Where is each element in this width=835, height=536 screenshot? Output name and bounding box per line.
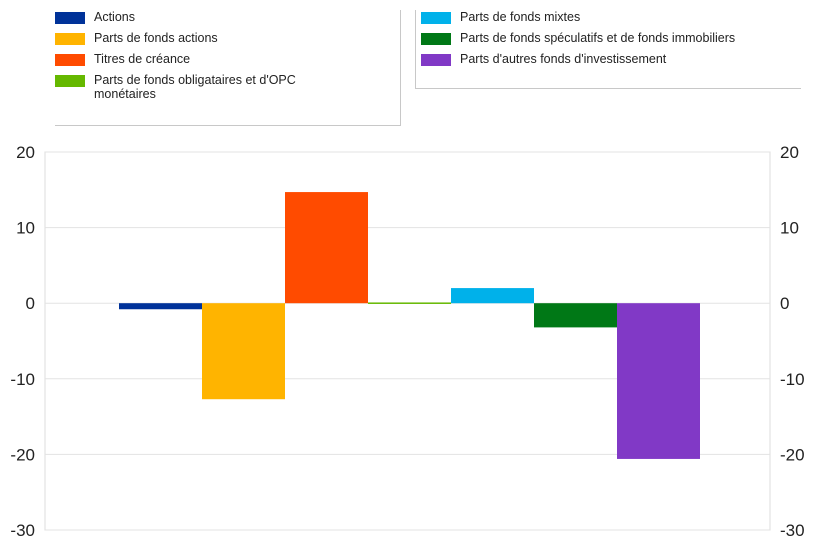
y-axis-right: 20 10 0 -10 -20 -30 [780, 143, 805, 536]
legend-swatch-parts-de-fonds-obligataires [55, 75, 85, 87]
bar-4 [451, 288, 534, 304]
y-tick-label-left: -30 [10, 521, 35, 536]
y-tick-label-right: -10 [780, 370, 805, 389]
legend-label-parts-de-fonds-obligataires: Parts de fonds obligataires et d'OPC mon… [94, 73, 296, 101]
bar-2 [285, 192, 368, 304]
legend-swatch-titres-de-creance [55, 54, 85, 66]
y-tick-label-right: 10 [780, 219, 799, 238]
legend-label-parts-de-fonds-speculatifs: Parts de fonds spéculatifs et de fonds i… [460, 31, 736, 45]
bar-0 [119, 303, 202, 310]
y-tick-label-right: -20 [780, 445, 805, 464]
legend-swatch-parts-de-fonds-mixtes [421, 12, 451, 24]
y-tick-label-left: 0 [26, 294, 35, 313]
bar-6 [617, 303, 700, 459]
legend-item-parts-de-fonds-obligataires: Parts de fonds obligataires et d'OPC mon… [55, 73, 400, 107]
legend-swatch-parts-de-fonds-actions [55, 33, 85, 45]
legend-label-titres-de-creance: Titres de créance [94, 52, 191, 66]
bars [119, 192, 700, 459]
y-tick-label-right: 20 [780, 143, 799, 162]
legend-swatch-actions [55, 12, 85, 24]
legend-label-parts-de-fonds-mixtes: Parts de fonds mixtes [460, 10, 581, 24]
legend-right-group: Parts de fonds mixtes Parts de fonds spé… [415, 10, 801, 89]
legend-swatch-parts-de-fonds-speculatifs [421, 33, 451, 45]
legend-item-actions: Actions [55, 10, 400, 31]
y-tick-label-left: -10 [10, 370, 35, 389]
bar-3 [368, 302, 451, 304]
legend-label-actions: Actions [94, 10, 135, 24]
y-axis-left: 20 10 0 -10 -20 -30 [10, 143, 35, 536]
legend-label-parts-de-fonds-actions: Parts de fonds actions [94, 31, 218, 45]
legend-left-group: Actions Parts de fonds actions Titres de… [55, 10, 401, 126]
y-tick-label-left: 20 [16, 143, 35, 162]
y-tick-label-right: 0 [780, 294, 789, 313]
legend-swatch-parts-autres-fonds [421, 54, 451, 66]
legend-item-parts-autres-fonds: Parts d'autres fonds d'investissement [421, 52, 801, 73]
y-tick-label-left: -20 [10, 445, 35, 464]
bar-1 [202, 303, 285, 400]
legend-item-parts-de-fonds-speculatifs: Parts de fonds spéculatifs et de fonds i… [421, 31, 801, 52]
legend-label-parts-autres-fonds: Parts d'autres fonds d'investissement [460, 52, 667, 66]
y-tick-label-left: 10 [16, 219, 35, 238]
y-tick-label-right: -30 [780, 521, 805, 536]
legend-item-parts-de-fonds-actions: Parts de fonds actions [55, 31, 400, 52]
legend-item-parts-de-fonds-mixtes: Parts de fonds mixtes [421, 10, 801, 31]
legend-item-titres-de-creance: Titres de créance [55, 52, 400, 73]
bar-5 [534, 303, 617, 328]
